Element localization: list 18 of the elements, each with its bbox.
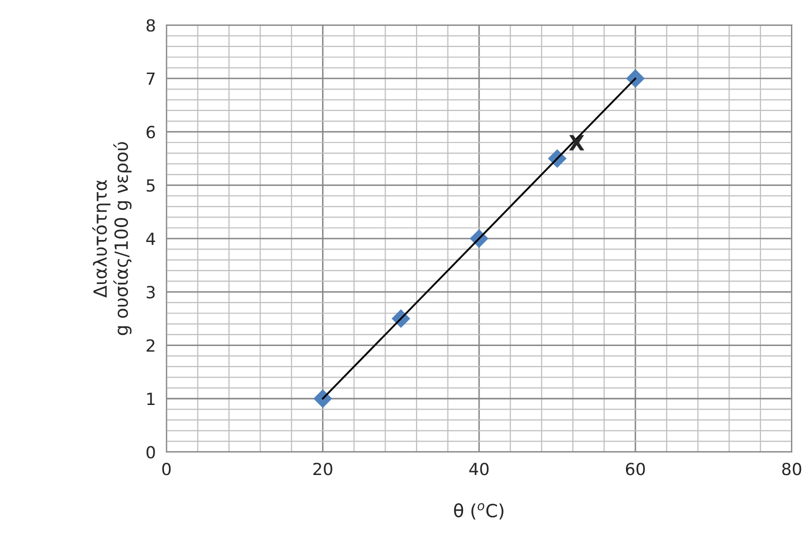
y-tick-label: 5 (146, 179, 155, 192)
x-tick-label: 80 (782, 462, 802, 476)
y-tick-label: 0 (146, 446, 155, 459)
y-tick-label: 1 (147, 392, 155, 405)
point (313, 389, 332, 408)
y-tick-label: 8 (146, 19, 155, 32)
x-tick-label: 40 (469, 462, 489, 476)
x-tick-label: 60 (626, 462, 645, 476)
y-axis-title: Διαλυτότητα g ουσίας/100 g νερού (92, 142, 132, 336)
y-tick-label: 3 (146, 286, 155, 298)
y-tick-label: 2 (146, 339, 154, 352)
y-tick-label: 6 (146, 126, 155, 138)
x-axis-title: θ ($^{o}$C) (454, 503, 504, 520)
x-tick-label: 20 (313, 462, 332, 476)
x-tick-label: 0 (162, 462, 171, 476)
point (626, 69, 645, 88)
y-tick-label: 4 (146, 232, 156, 245)
y-tick-label: 7 (146, 72, 155, 85)
